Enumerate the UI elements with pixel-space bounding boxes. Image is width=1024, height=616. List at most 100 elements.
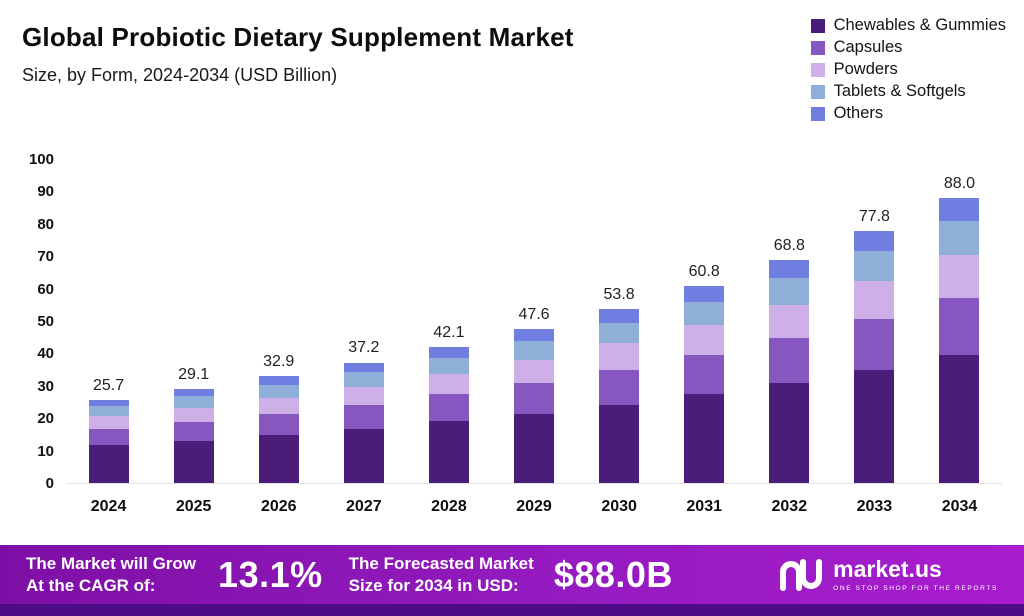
bar-total-label: 60.8 (688, 263, 720, 281)
x-tick-label: 2027 (346, 498, 382, 515)
bar-segment (258, 385, 299, 398)
bar-stack (684, 286, 725, 483)
bar-total-label: 29.1 (178, 365, 210, 383)
x-tick-label: 2026 (260, 498, 297, 515)
bar-segment (684, 325, 725, 355)
bar-segment (939, 297, 980, 355)
page-subtitle: Size, by Form, 2024-2034 (USD Billion) (22, 65, 338, 85)
bar-segment (173, 421, 214, 441)
bar-stack (854, 230, 895, 483)
footer-banner: The Market will Grow At the CAGR of: 13.… (0, 545, 1024, 604)
bar-segment (769, 304, 810, 338)
x-tick-label: 2025 (175, 498, 212, 515)
bar-segment (258, 413, 299, 436)
cagr-value: 13.1% (218, 553, 323, 595)
bar-total-label: 77.8 (858, 207, 890, 225)
bar-segment (428, 421, 469, 483)
bar-total-label: 42.1 (433, 323, 465, 341)
bar-segment (684, 394, 725, 483)
bar-stack (343, 362, 384, 483)
bar-segment (599, 308, 640, 323)
bar-stack (939, 197, 980, 483)
bar-segment (514, 328, 555, 342)
brand-logo: market.us ONE STOP SHOP FOR THE REPORTS (779, 557, 998, 592)
legend-label: Others (833, 104, 884, 122)
bar-total-label: 47.6 (518, 305, 550, 323)
footer-strip (0, 604, 1024, 616)
x-axis: 2024 2025 2026 2027 2028 2029 2030 2031 2032 2033… (66, 498, 1002, 516)
bar-group-2034: 88.0 (917, 150, 1002, 483)
x-tick-label: 2033 (856, 498, 893, 515)
x-tick-label: 2034 (941, 498, 978, 515)
bar-group-2030: 53.8 (577, 150, 662, 483)
bar-segment (514, 359, 555, 383)
bar-segment (343, 428, 384, 483)
x-tick-label: 2028 (431, 498, 467, 515)
bar-segment (514, 382, 555, 414)
bar-stack (173, 388, 214, 483)
bar-segment (769, 382, 810, 483)
y-axis: 100 90 80 70 60 50 40 30 20 10 0 (28, 151, 54, 492)
legend-item: Capsules (810, 38, 1006, 57)
chart-legend: Chewables & Gummies Capsules Powders Tablet… (810, 16, 1006, 123)
bar-group-2032: 68.8 (747, 150, 832, 483)
bar-total-label: 25.7 (92, 376, 125, 394)
bar-segment (939, 254, 980, 298)
bar-group-2028: 42.1 (406, 150, 491, 483)
bar-stack (88, 399, 129, 483)
forecast-value: $88.0B (553, 553, 673, 595)
x-tick-label: 2024 (90, 498, 127, 515)
legend-swatch-icon (810, 106, 825, 121)
bar-segment (514, 341, 555, 360)
bar-stack (769, 260, 810, 483)
bar-segment (854, 281, 895, 320)
cagr-label: The Market will Grow At the CAGR of: (26, 554, 197, 595)
bar-chart: 100 90 80 70 60 50 40 30 20 10 0 25.7 29.1 32.9 37.2 4… (22, 150, 1002, 516)
bar-segment (599, 369, 640, 405)
bar-segment (684, 286, 725, 302)
legend-label: Chewables & Gummies (833, 16, 1006, 34)
bar-group-2033: 77.8 (832, 150, 917, 483)
bar-segment (939, 197, 980, 221)
bar-total-label: 53.8 (603, 285, 635, 303)
bar-segment (599, 322, 640, 344)
bar-segment (769, 277, 810, 305)
bar-total-label: 68.8 (773, 237, 805, 255)
bar-segment (599, 404, 640, 483)
bar-segment (343, 362, 384, 373)
bar-stack (428, 346, 469, 483)
bar-segment (428, 394, 469, 422)
bar-segment (428, 357, 469, 374)
x-tick-label: 2030 (601, 498, 637, 515)
bar-segment (88, 428, 129, 446)
legend-item: Powders (810, 60, 1006, 79)
brand-tagline: ONE STOP SHOP FOR THE REPORTS (833, 584, 998, 592)
page-title: Global Probiotic Dietary Supplement Mark… (22, 22, 574, 52)
bar-group-2026: 32.9 (236, 150, 321, 483)
bar-segment (258, 435, 299, 483)
bar-total-label: 32.9 (263, 353, 295, 371)
bar-segment (854, 319, 895, 370)
legend-label: Capsules (833, 38, 903, 56)
bar-total-label: 88.0 (943, 174, 976, 192)
bar-group-2027: 37.2 (321, 150, 406, 483)
bar-segment (173, 388, 214, 397)
bar-segment (854, 251, 895, 282)
bar-segment (88, 445, 129, 483)
chart-header: Global Probiotic Dietary Supplement Mark… (22, 22, 712, 86)
bar-stack (514, 328, 555, 483)
bar-segment (428, 373, 469, 395)
legend-item: Others (810, 104, 1006, 123)
bar-segment (343, 386, 384, 405)
legend-swatch-icon (810, 40, 825, 55)
bar-segment (599, 343, 640, 370)
bar-segment (769, 260, 810, 278)
bar-group-2031: 60.8 (662, 150, 747, 483)
x-tick-label: 2031 (686, 498, 722, 515)
bar-stack (599, 308, 640, 483)
bar-segment (684, 301, 725, 326)
bar-segment (88, 399, 129, 407)
bar-segment (258, 397, 299, 414)
marketus-logo-icon (780, 558, 823, 591)
